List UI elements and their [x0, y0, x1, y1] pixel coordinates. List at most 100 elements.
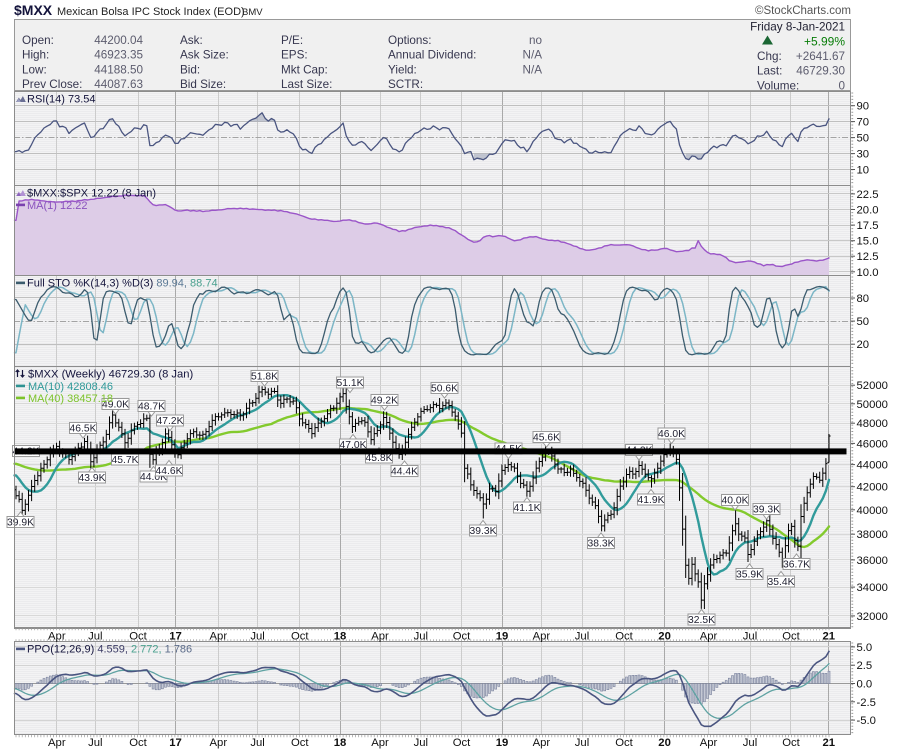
svg-text:5.0: 5.0	[857, 642, 873, 654]
svg-text:44.0K: 44.0K	[140, 472, 167, 483]
svg-text:40.0K: 40.0K	[722, 496, 749, 507]
svg-text:Volume:: Volume:	[757, 79, 799, 92]
svg-text:20: 20	[658, 737, 671, 749]
svg-text:Jul: Jul	[250, 737, 264, 749]
svg-text:Oct: Oct	[453, 737, 471, 749]
svg-text:36.7K: 36.7K	[783, 560, 810, 571]
svg-text:N/A: N/A	[523, 49, 543, 62]
svg-text:Yield:: Yield:	[388, 63, 417, 76]
svg-text:Low:: Low:	[22, 63, 47, 76]
svg-text:Apr: Apr	[48, 631, 66, 643]
svg-text:18: 18	[334, 737, 347, 749]
svg-text:50000: 50000	[857, 399, 888, 411]
svg-text:Jul: Jul	[575, 631, 589, 643]
svg-text:46729.30: 46729.30	[796, 65, 845, 78]
svg-text:Oct: Oct	[129, 737, 147, 749]
svg-text:High:: High:	[22, 49, 49, 62]
svg-text:Apr: Apr	[210, 631, 228, 643]
svg-text:46923.35: 46923.35	[94, 49, 143, 62]
svg-text:Last:: Last:	[757, 65, 782, 78]
svg-text:Jul: Jul	[250, 631, 264, 643]
svg-text:90: 90	[857, 101, 870, 113]
svg-text:Oct: Oct	[782, 737, 800, 749]
svg-text:Oct: Oct	[129, 631, 147, 643]
svg-text:50: 50	[857, 316, 870, 328]
svg-text:41.9K: 41.9K	[638, 495, 665, 506]
svg-text:52000: 52000	[857, 380, 888, 392]
svg-text:50: 50	[857, 133, 870, 145]
svg-text:45.7K: 45.7K	[112, 455, 139, 466]
svg-text:+2641.67: +2641.67	[796, 50, 845, 63]
svg-text:PPO(12,26,9) 4.559, 2.772, 1.7: PPO(12,26,9) 4.559, 2.772, 1.786	[27, 644, 192, 656]
svg-text:Jul: Jul	[743, 737, 757, 749]
svg-text:MA(40) 38457.18: MA(40) 38457.18	[28, 393, 113, 405]
svg-text:MA(10) 42808.46: MA(10) 42808.46	[28, 381, 113, 393]
svg-text:40000: 40000	[857, 505, 888, 517]
svg-text:15.0: 15.0	[857, 236, 879, 248]
svg-text:12.5: 12.5	[857, 251, 879, 263]
svg-text:51.8K: 51.8K	[251, 372, 278, 383]
svg-text:49.2K: 49.2K	[371, 396, 398, 407]
svg-text:48000: 48000	[857, 418, 888, 430]
svg-text:50.6K: 50.6K	[431, 384, 458, 395]
svg-text:20: 20	[857, 339, 870, 351]
svg-text:46.5K: 46.5K	[70, 424, 97, 435]
svg-text:10: 10	[857, 165, 870, 177]
svg-text:51.1K: 51.1K	[337, 378, 364, 389]
svg-text:Apr: Apr	[700, 737, 718, 749]
svg-text:44188.50: 44188.50	[94, 63, 143, 76]
svg-text:Jul: Jul	[88, 737, 102, 749]
svg-text:P/E:: P/E:	[281, 34, 303, 47]
svg-text:Mexican Bolsa IPC Stock Index: Mexican Bolsa IPC Stock Index (EOD)	[57, 6, 245, 18]
svg-text:38.3K: 38.3K	[588, 539, 615, 550]
svg-text:46000: 46000	[857, 438, 888, 450]
svg-text:Oct: Oct	[453, 631, 471, 643]
svg-text:34000: 34000	[857, 582, 888, 594]
svg-text:RSI(14) 73.54: RSI(14) 73.54	[27, 94, 95, 106]
svg-text:44200.04: 44200.04	[94, 34, 143, 47]
svg-text:-5.0: -5.0	[857, 715, 876, 727]
svg-text:17: 17	[169, 631, 182, 643]
svg-text:Mkt Cap:: Mkt Cap:	[281, 63, 328, 76]
svg-text:Chg:: Chg:	[757, 50, 782, 63]
svg-text:47.2K: 47.2K	[157, 416, 184, 427]
svg-text:Prev Close:: Prev Close:	[22, 78, 82, 91]
svg-text:EPS:: EPS:	[281, 49, 308, 62]
svg-text:MA(1) 12.22: MA(1) 12.22	[27, 200, 88, 212]
svg-text:45.6K: 45.6K	[533, 433, 560, 444]
svg-text:Options:: Options:	[388, 34, 432, 47]
svg-text:22.5: 22.5	[857, 189, 879, 201]
svg-text:21: 21	[823, 631, 836, 643]
svg-text:19: 19	[496, 737, 509, 749]
svg-text:49.0K: 49.0K	[102, 400, 129, 411]
svg-text:0.0: 0.0	[857, 679, 873, 691]
svg-text:32.5K: 32.5K	[688, 615, 715, 626]
svg-text:Oct: Oct	[291, 737, 309, 749]
svg-text:no: no	[529, 34, 543, 47]
svg-text:39.3K: 39.3K	[470, 526, 497, 537]
svg-text:42000: 42000	[857, 482, 888, 494]
svg-text:44087.63: 44087.63	[94, 78, 143, 91]
svg-text:Jul: Jul	[743, 631, 757, 643]
svg-text:19: 19	[496, 631, 509, 643]
svg-text:38000: 38000	[857, 529, 888, 541]
svg-text:80: 80	[857, 293, 870, 305]
svg-text:36000: 36000	[857, 555, 888, 567]
svg-text:BMV: BMV	[242, 7, 263, 18]
svg-text:0: 0	[838, 79, 845, 92]
svg-text:Apr: Apr	[210, 737, 228, 749]
svg-text:43.9K: 43.9K	[79, 473, 106, 484]
svg-text:Ask Size:: Ask Size:	[180, 49, 229, 62]
svg-text:Oct: Oct	[615, 737, 633, 749]
svg-text:44.4K: 44.4K	[391, 467, 418, 478]
svg-text:18: 18	[334, 631, 347, 643]
svg-text:Apr: Apr	[533, 631, 551, 643]
svg-text:Oct: Oct	[782, 631, 800, 643]
svg-text:46.0K: 46.0K	[658, 429, 685, 440]
svg-text:20.0: 20.0	[857, 205, 879, 217]
svg-text:Oct: Oct	[291, 631, 309, 643]
svg-text:Apr: Apr	[700, 631, 718, 643]
svg-text:$MXX:$SPX 12.22 (8 Jan): $MXX:$SPX 12.22 (8 Jan)	[27, 188, 156, 200]
svg-text:$MXX (Weekly) 46729.30 (8 Jan): $MXX (Weekly) 46729.30 (8 Jan)	[28, 369, 193, 381]
svg-text:41.1K: 41.1K	[514, 503, 541, 514]
